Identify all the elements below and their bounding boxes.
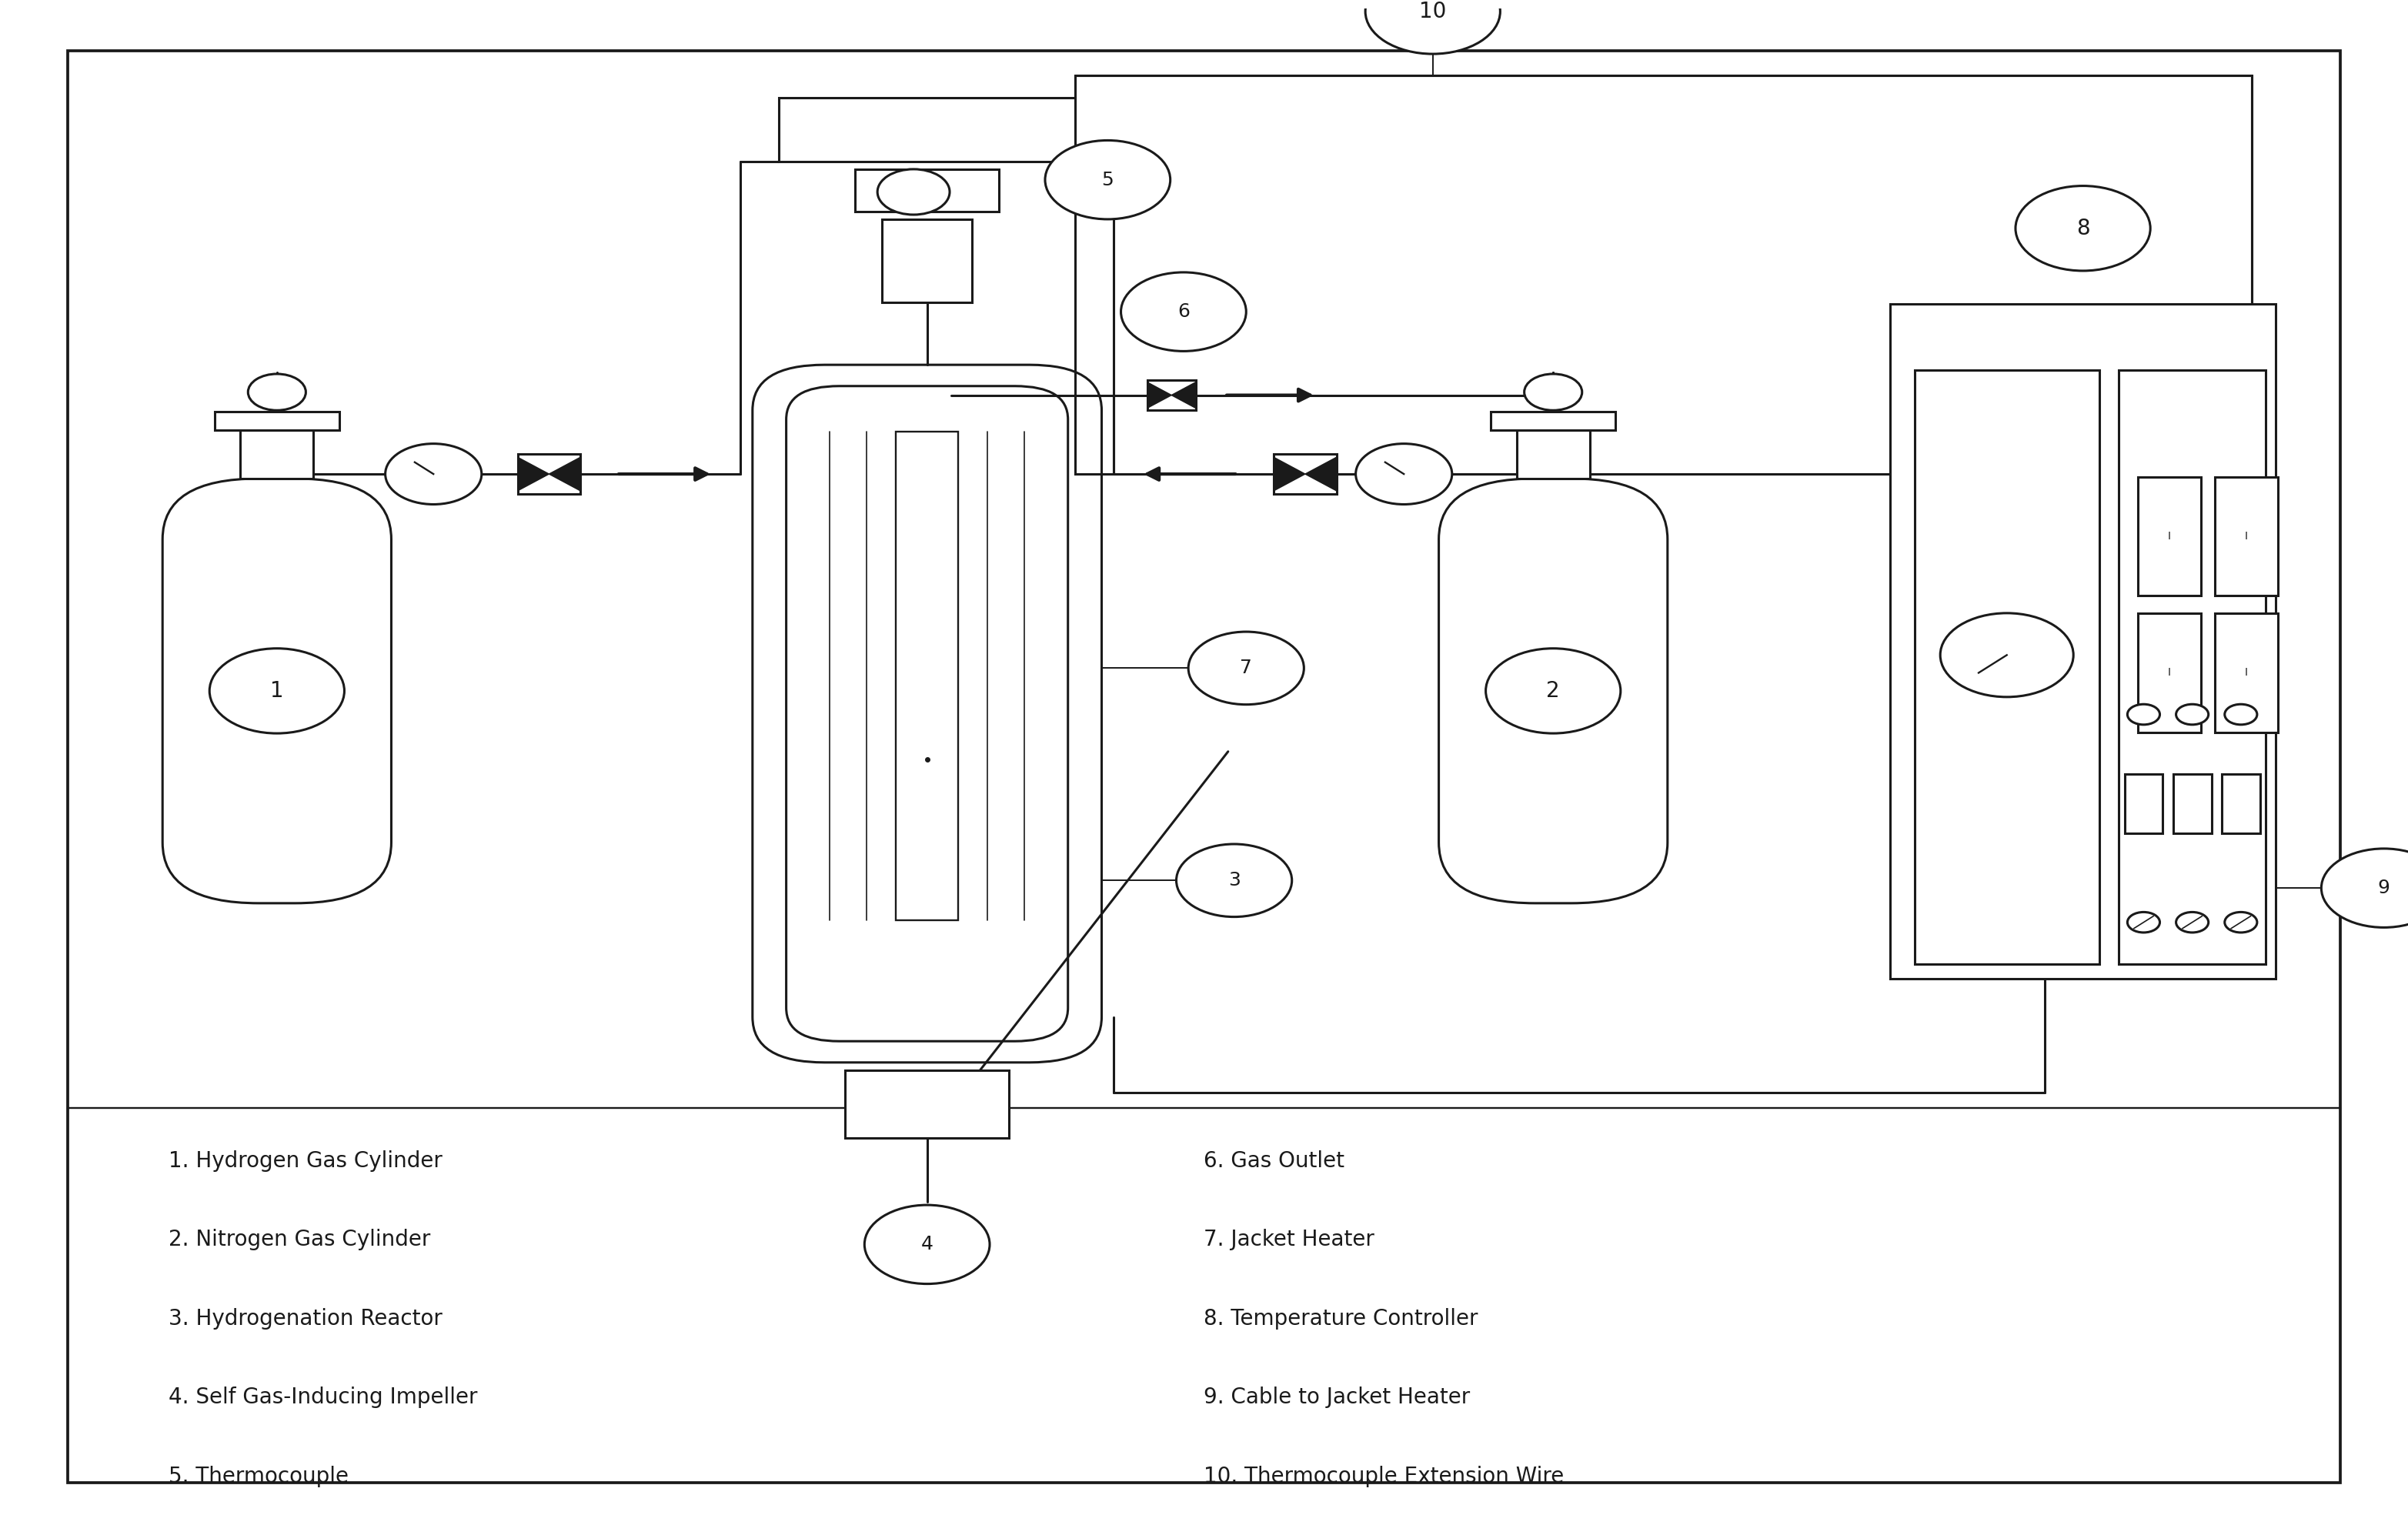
Text: I: I (2244, 668, 2247, 679)
Polygon shape (1170, 383, 1197, 409)
Circle shape (2321, 848, 2408, 927)
FancyBboxPatch shape (751, 364, 1103, 1063)
Text: 9. Cable to Jacket Heater: 9. Cable to Jacket Heater (1204, 1386, 1471, 1409)
Text: 4. Self Gas-Inducing Impeller: 4. Self Gas-Inducing Impeller (169, 1386, 477, 1409)
Bar (2124, 773, 2162, 833)
Circle shape (1524, 374, 1582, 410)
Circle shape (1120, 273, 1247, 351)
Circle shape (2126, 912, 2160, 932)
Bar (855, 169, 999, 212)
Circle shape (1356, 444, 1452, 505)
Bar (241, 430, 313, 479)
Circle shape (1045, 140, 1170, 220)
Circle shape (385, 444, 482, 505)
Bar (845, 1071, 1009, 1138)
Circle shape (248, 374, 306, 410)
Bar (2119, 371, 2266, 964)
Polygon shape (1274, 458, 1305, 491)
Text: 2. Nitrogen Gas Cylinder: 2. Nitrogen Gas Cylinder (169, 1229, 431, 1250)
Text: I: I (2167, 531, 2172, 541)
Text: 1. Hydrogen Gas Cylinder: 1. Hydrogen Gas Cylinder (169, 1150, 443, 1171)
Bar (2215, 613, 2278, 732)
Text: 6. Gas Outlet: 6. Gas Outlet (1204, 1150, 1344, 1171)
Circle shape (1190, 631, 1305, 705)
Text: 1: 1 (270, 680, 284, 702)
FancyBboxPatch shape (164, 479, 390, 903)
Text: 8. Temperature Controller: 8. Temperature Controller (1204, 1308, 1479, 1330)
Circle shape (877, 169, 949, 215)
Circle shape (1941, 613, 2073, 697)
Circle shape (864, 1205, 990, 1284)
Text: 9: 9 (2377, 878, 2391, 897)
Text: 4: 4 (920, 1235, 934, 1254)
Text: I: I (2167, 668, 2172, 679)
Text: 10. Thermocouple Extension Wire: 10. Thermocouple Extension Wire (1204, 1466, 1565, 1487)
Text: 6: 6 (1178, 302, 1190, 320)
Text: 3: 3 (1228, 871, 1240, 889)
Polygon shape (1146, 383, 1170, 409)
Circle shape (2225, 705, 2256, 724)
FancyBboxPatch shape (1440, 479, 1666, 903)
Text: 3. Hydrogenation Reactor: 3. Hydrogenation Reactor (169, 1308, 443, 1330)
Text: 2: 2 (1546, 680, 1560, 702)
Bar (214, 412, 340, 430)
Text: 5: 5 (1100, 171, 1115, 189)
Circle shape (2177, 705, 2208, 724)
Polygon shape (549, 458, 580, 491)
Bar (1076, 75, 2251, 474)
Circle shape (1178, 843, 1293, 917)
Text: 5. Thermocouple: 5. Thermocouple (169, 1466, 349, 1487)
Polygon shape (518, 458, 549, 491)
Bar (1146, 380, 1197, 410)
Circle shape (1365, 0, 1500, 53)
Bar (1491, 412, 1616, 430)
Bar (1890, 303, 2276, 979)
Bar (2138, 613, 2201, 732)
Text: 7. Jacket Heater: 7. Jacket Heater (1204, 1229, 1375, 1250)
Text: I: I (2244, 531, 2247, 541)
Circle shape (1486, 648, 1621, 734)
Text: 10: 10 (1418, 0, 1447, 23)
Circle shape (209, 648, 344, 734)
Bar (518, 454, 580, 494)
Bar (896, 432, 958, 920)
Bar (2223, 773, 2261, 833)
Bar (2215, 477, 2278, 596)
Circle shape (2225, 912, 2256, 932)
Polygon shape (1305, 458, 1336, 491)
Circle shape (2126, 705, 2160, 724)
Circle shape (2177, 912, 2208, 932)
Circle shape (2015, 186, 2150, 271)
Bar (1914, 371, 2100, 964)
Bar (2138, 477, 2201, 596)
Bar (1274, 454, 1336, 494)
Bar (881, 220, 973, 302)
Text: 7: 7 (1240, 659, 1252, 677)
FancyBboxPatch shape (785, 386, 1069, 1042)
Bar (778, 98, 1076, 162)
Text: 8: 8 (2076, 218, 2090, 239)
Bar (1517, 430, 1589, 479)
Bar (2172, 773, 2211, 833)
